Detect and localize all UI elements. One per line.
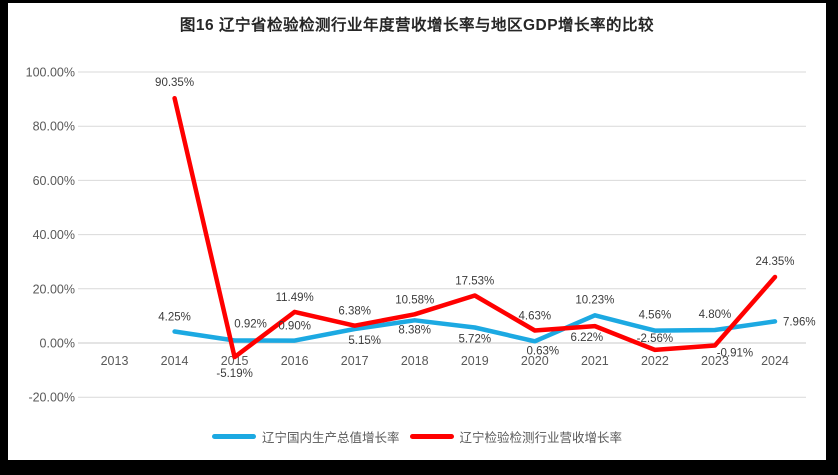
chart-card: 图16 辽宁省检验检测行业年度营收增长率与地区GDP增长率的比较 -20.00%… [8,3,826,460]
data-label-gdp: 7.96% [783,316,816,328]
data-label-gdp: 8.38% [398,324,431,336]
x-axis-tick-label: 2024 [761,354,789,368]
legend-label-gdp: 辽宁国内生产总值增长率 [261,431,400,445]
data-label-gdp: 0.90% [278,321,311,333]
data-label-gdp: 10.23% [575,294,614,306]
legend-label-revenue: 辽宁检验检测行业营收增长率 [459,431,623,445]
data-label-revenue: 6.22% [571,332,604,344]
data-label-revenue: 90.35% [155,77,194,89]
series-line-revenue [172,95,778,360]
x-axis-tick-label: 2019 [461,354,489,368]
chart-legend: 辽宁国内生产总值增长率 辽宁检验检测行业营收增长率 [8,427,826,446]
x-axis-tick-label: 2020 [521,354,549,368]
x-axis-tick-label: 2023 [701,354,729,368]
legend-item-revenue: 辽宁检验检测行业营收增长率 [409,427,623,446]
y-axis-tick-label: 80.00% [33,120,75,134]
y-axis-tick-label: 40.00% [33,228,75,242]
x-axis-tick-label: 2017 [341,354,369,368]
x-axis-tick-label: 2014 [161,354,189,368]
x-axis-tick-label: 2022 [641,354,669,368]
chart-title: 图16 辽宁省检验检测行业年度营收增长率与地区GDP增长率的比较 [179,17,655,34]
x-axis-tick-label: 2015 [221,354,249,368]
data-label-revenue: 11.49% [276,292,314,304]
x-axis-tick-label: 2018 [401,354,429,368]
x-axis-tick-label: 2021 [581,354,609,368]
y-axis-tick-label: 60.00% [33,174,75,188]
data-label-gdp: 4.25% [158,311,191,323]
y-axis-tick-label: 20.00% [33,282,75,296]
data-label-gdp: 0.63% [527,345,560,357]
data-label-gdp: 0.92% [234,319,267,331]
plot-area: -20.00% 0.00% 20.00% 40.00% 60.00% 80.00% 100.… [26,66,816,405]
data-label-revenue: -0.91% [717,347,753,359]
data-label-revenue: 6.38% [338,306,371,318]
y-axis-tick-label: 0.00% [40,337,75,351]
data-label-gdp: 5.15% [348,335,381,347]
gdp-line-swatch [211,434,256,439]
data-label-gdp: 5.72% [458,333,491,345]
x-axis-tick-label: 2013 [101,354,129,368]
data-label-revenue: -5.19% [216,368,252,380]
x-axis-tick-label: 2016 [281,354,309,368]
legend-item-gdp: 辽宁国内生产总值增长率 [211,427,400,446]
data-label-revenue: 24.35% [755,256,794,268]
y-axis-tick-label: 100.00% [26,66,75,80]
data-label-revenue: 17.53% [455,275,494,287]
data-label-revenue: 10.58% [395,294,434,306]
data-label-revenue: -2.56% [637,333,673,345]
y-axis-tick-label: -20.00% [28,391,75,405]
revenue-line-swatch [409,434,454,439]
data-label-revenue: 4.63% [519,310,552,322]
data-label-gdp: 4.56% [639,310,672,322]
series-line-gdp [172,313,778,344]
data-label-gdp: 4.80% [699,309,732,321]
